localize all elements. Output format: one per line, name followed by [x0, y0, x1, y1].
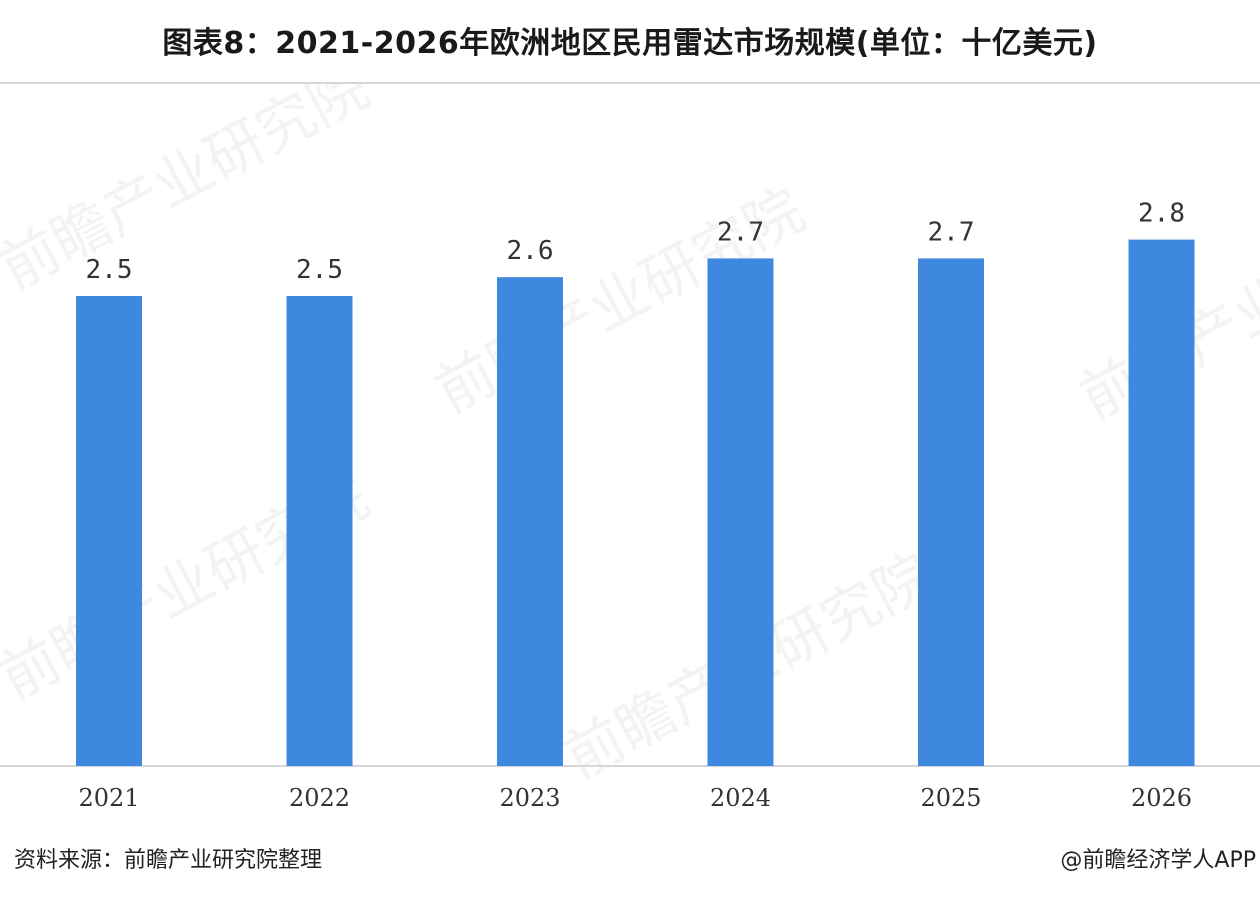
x-tick-label-2021: 2021 — [78, 784, 139, 812]
bar-chart: 前瞻产业研究院 前瞻产业研究院 前瞻产业研究院 前瞻产业研究院 前瞻产业研究院 … — [0, 84, 1260, 812]
credit-note: @前瞻经济学人APP — [1060, 848, 1256, 873]
value-label-2026: 2.8 — [1138, 199, 1185, 229]
bar-2023 — [497, 277, 563, 766]
title-divider — [0, 82, 1260, 84]
bar-2025 — [918, 258, 984, 766]
watermark-layer: 前瞻产业研究院 前瞻产业研究院 前瞻产业研究院 前瞻产业研究院 前瞻产业研究院 — [0, 84, 1260, 791]
bar-2024 — [707, 258, 774, 766]
x-tick-label-2025: 2025 — [920, 784, 981, 812]
source-note: 资料来源：前瞻产业研究院整理 — [14, 848, 323, 873]
x-tick-label-2024: 2024 — [710, 784, 771, 812]
value-label-2024: 2.7 — [717, 217, 764, 247]
value-label-2021: 2.5 — [86, 255, 133, 285]
value-label-2022: 2.5 — [296, 255, 343, 285]
value-label-2025: 2.7 — [928, 217, 975, 247]
x-tick-label-2023: 2023 — [499, 784, 560, 812]
x-tick-label-2026: 2026 — [1131, 784, 1192, 812]
bar-2021 — [76, 296, 142, 766]
bar-2022 — [286, 296, 353, 766]
chart-title: 图表8：2021-2026年欧洲地区民用雷达市场规模(单位：十亿美元) — [162, 26, 1098, 61]
x-tick-label-2022: 2022 — [289, 784, 350, 812]
value-label-2023: 2.6 — [507, 236, 554, 266]
bar-2026 — [1128, 239, 1195, 767]
